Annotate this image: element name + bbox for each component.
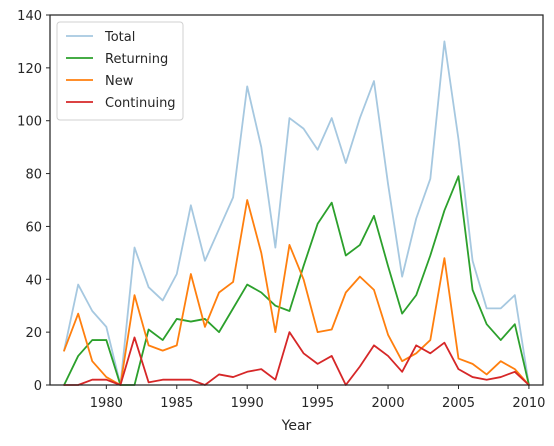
y-tick-label: 20	[25, 326, 42, 341]
y-tick-label: 140	[17, 9, 42, 24]
y-tick-label: 100	[17, 115, 42, 130]
legend-label: Continuing	[105, 96, 176, 111]
x-tick-label: 2005	[442, 396, 475, 411]
x-axis-ticks: 1980 1985 1990 1995 2000 2005 2010	[90, 385, 545, 411]
x-tick-label: 1985	[160, 396, 193, 411]
x-tick-label: 1980	[90, 396, 123, 411]
series-line-total	[63, 40, 530, 386]
x-tick-label: 2000	[372, 396, 405, 411]
series-lines	[63, 40, 530, 386]
x-tick-label: 1990	[231, 396, 264, 411]
legend-label: New	[105, 74, 134, 89]
y-axis-ticks: 0 20 40 60 80 100 120 140	[17, 9, 50, 394]
legend-label: Total	[104, 30, 135, 45]
y-tick-label: 40	[25, 273, 42, 288]
series-line-returning	[63, 175, 530, 386]
y-tick-label: 60	[25, 220, 42, 235]
legend-box	[56, 21, 184, 121]
series-line-new	[63, 199, 530, 386]
y-tick-label: 120	[17, 62, 42, 77]
y-tick-label: 80	[25, 168, 42, 183]
x-tick-label: 1995	[301, 396, 334, 411]
x-axis-label: Year	[281, 418, 312, 434]
y-tick-label: 0	[34, 379, 42, 394]
plot-area-frame	[49, 14, 544, 386]
x-tick-label: 2010	[512, 396, 545, 411]
legend: Total Returning New Continuing	[56, 21, 184, 121]
legend-label: Returning	[105, 52, 168, 67]
series-line-continuing	[63, 331, 530, 386]
